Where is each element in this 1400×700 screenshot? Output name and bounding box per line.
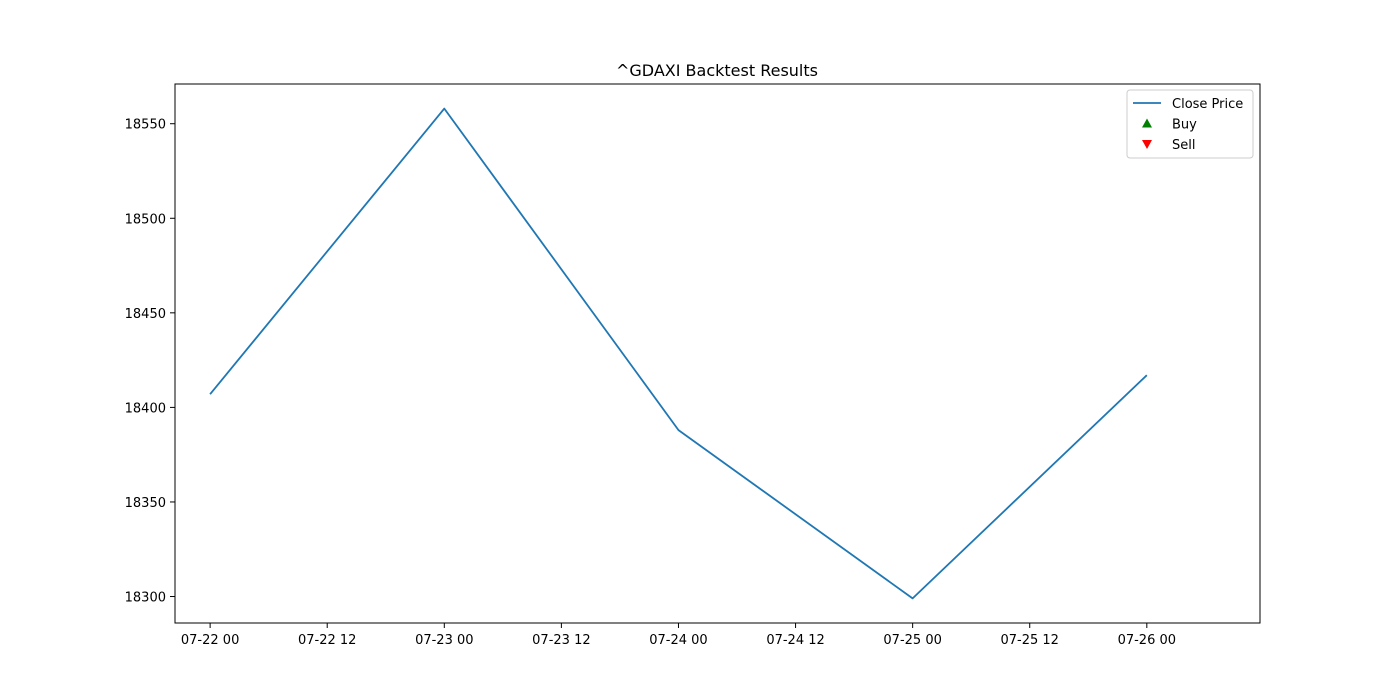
x-tick-label: 07-25 00 bbox=[883, 633, 941, 648]
x-tick-label: 07-25 12 bbox=[1001, 633, 1059, 648]
y-tick-label: 18400 bbox=[125, 401, 166, 416]
x-tick-label: 07-24 00 bbox=[649, 633, 707, 648]
y-axis: 18300 18350 18400 18450 18500 18550 bbox=[125, 118, 175, 606]
x-tick-label: 07-26 00 bbox=[1118, 633, 1176, 648]
series-layer bbox=[209, 107, 1148, 600]
chart-title: ^GDAXI Backtest Results bbox=[616, 61, 818, 80]
x-tick-label: 07-23 00 bbox=[415, 633, 473, 648]
legend-box bbox=[1126, 89, 1254, 159]
x-axis: 07-22 00 07-22 12 07-23 00 07-23 12 07-24 00… bbox=[181, 623, 1176, 648]
plot-area bbox=[174, 83, 1261, 624]
legend-label: Sell bbox=[1172, 138, 1195, 153]
legend-label: Buy bbox=[1172, 118, 1197, 133]
x-tick-label: 07-22 12 bbox=[298, 633, 356, 648]
plot-frame bbox=[174, 83, 1261, 624]
legend-buy-marker bbox=[1142, 118, 1152, 128]
x-tick-label: 07-23 12 bbox=[532, 633, 590, 648]
legend-sell-marker bbox=[1142, 140, 1152, 149]
y-tick-label: 18500 bbox=[125, 212, 166, 227]
y-tick-label: 18450 bbox=[125, 307, 166, 322]
legend-label: Close Price bbox=[1172, 97, 1243, 112]
x-tick-label: 07-22 00 bbox=[181, 633, 239, 648]
y-tick-label: 18350 bbox=[125, 496, 166, 511]
legend: Close Price Buy Sell bbox=[1126, 89, 1254, 159]
y-tick-label: 18550 bbox=[125, 118, 166, 133]
x-tick-label: 07-24 12 bbox=[766, 633, 824, 648]
y-tick-label: 18300 bbox=[125, 591, 166, 606]
